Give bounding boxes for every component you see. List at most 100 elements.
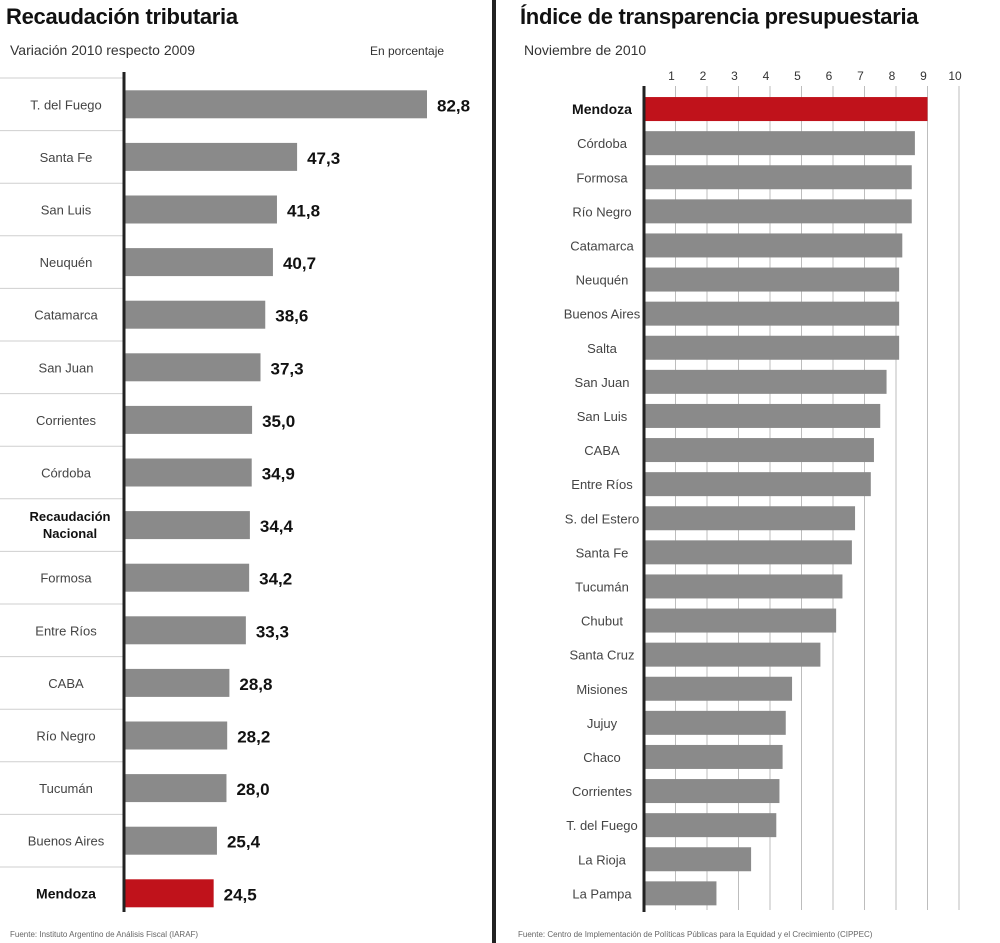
value-label-neuquen: 40,7 (283, 254, 316, 273)
bar-neuquen (644, 267, 900, 292)
bar-catamarca (644, 233, 903, 258)
bar-tucuman (644, 574, 843, 599)
value-label-formosa: 34,2 (259, 570, 292, 589)
category-label-formosa: Formosa (40, 571, 92, 586)
bar-cordoba (124, 458, 252, 487)
category-label-san-luis: San Luis (577, 409, 628, 424)
category-label-neuquen: Neuquén (576, 273, 629, 288)
bar-formosa (124, 563, 250, 592)
category-label-san-juan: San Juan (575, 375, 630, 390)
category-label-recaudacion-nacional: Recaudación Nacional (30, 509, 111, 541)
bar-t-del-fuego (124, 90, 427, 119)
value-label-caba: 28,8 (239, 675, 272, 694)
x-tick-label-10: 10 (948, 69, 962, 83)
right-chart-panel: Índice de transparencia presupuestaria N… (498, 0, 1000, 943)
category-label-entre-rios: Entre Ríos (571, 477, 633, 492)
bar-santa-cruz (644, 642, 821, 667)
left-chart-source: Fuente: Instituto Argentino de Análisis … (10, 930, 199, 939)
bar-t-del-fuego (644, 813, 777, 838)
x-tick-label-2: 2 (700, 69, 707, 83)
x-tick-label-3: 3 (731, 69, 738, 83)
bar-rio-negro (644, 199, 912, 224)
category-label-misiones: Misiones (576, 682, 628, 697)
value-label-cordoba: 34,9 (262, 465, 295, 484)
bar-santa-fe (644, 540, 852, 565)
bar-recaudacion-nacional (124, 511, 250, 540)
category-label-formosa: Formosa (576, 170, 628, 185)
bar-chaco (644, 744, 783, 769)
value-label-recaudacion-nacional: 34,4 (260, 517, 294, 536)
category-label-corrientes: Corrientes (36, 413, 96, 428)
category-label-rio-negro: Río Negro (36, 729, 95, 744)
x-tick-label-7: 7 (857, 69, 864, 83)
category-label-catamarca: Catamarca (570, 238, 634, 253)
category-label-s-del-estero: S. del Estero (565, 511, 639, 526)
category-label-santa-cruz: Santa Cruz (569, 648, 634, 663)
value-label-mendoza: 24,5 (224, 885, 257, 904)
category-label-mendoza: Mendoza (36, 885, 96, 901)
panel-divider (492, 0, 496, 943)
bar-san-juan (644, 369, 887, 394)
bar-s-del-estero (644, 506, 856, 531)
x-tick-label-5: 5 (794, 69, 801, 83)
category-label-la-rioja: La Rioja (578, 852, 626, 867)
bar-jujuy (644, 710, 786, 735)
value-label-san-juan: 37,3 (270, 359, 303, 378)
bar-salta (644, 335, 900, 360)
x-tick-label-9: 9 (920, 69, 927, 83)
category-label-caba: CABA (48, 676, 84, 691)
bar-santa-fe (124, 142, 298, 171)
category-label-chubut: Chubut (581, 614, 623, 629)
value-label-buenos-aires: 25,4 (227, 833, 261, 852)
category-label-entre-rios: Entre Ríos (35, 623, 97, 638)
x-tick-label-6: 6 (826, 69, 833, 83)
right-chart-source: Fuente: Centro de Implementación de Polí… (518, 930, 873, 939)
bar-buenos-aires (124, 826, 217, 855)
bar-san-luis (124, 195, 277, 224)
right-bar-chart: 1 2 3 4 5 6 7 8 9 10 Mendoza Córdoba Formosa Río Negr… (564, 69, 962, 912)
value-label-rio-negro: 28,2 (237, 728, 270, 747)
right-chart-subtitle: Noviembre de 2010 (524, 42, 647, 58)
value-label-entre-rios: 33,3 (256, 622, 289, 641)
category-label-jujuy: Jujuy (587, 716, 618, 731)
value-label-santa-fe: 47,3 (307, 149, 340, 168)
bar-catamarca (124, 300, 266, 329)
bar-entre-rios (644, 472, 871, 497)
bar-mendoza (644, 97, 928, 122)
category-label-neuquen: Neuquén (40, 255, 93, 270)
category-label-santa-fe: Santa Fe (40, 150, 93, 165)
left-chart-unit: En porcentaje (370, 44, 445, 58)
category-label-t-del-fuego: T. del Fuego (30, 97, 102, 112)
bar-caba (124, 668, 230, 697)
bar-corrientes (644, 779, 780, 804)
bar-san-luis (644, 403, 881, 428)
category-label-la-pampa: La Pampa (572, 886, 632, 901)
category-label-cordoba: Córdoba (577, 136, 628, 151)
category-label-tucuman: Tucumán (39, 781, 93, 796)
x-tick-label-8: 8 (889, 69, 896, 83)
bar-caba (644, 438, 874, 463)
category-label-santa-fe: Santa Fe (576, 545, 629, 560)
bar-rio-negro (124, 721, 228, 750)
category-label-san-juan: San Juan (39, 360, 94, 375)
category-label-buenos-aires: Buenos Aires (564, 307, 641, 322)
category-label-mendoza: Mendoza (572, 101, 632, 117)
value-label-san-luis: 41,8 (287, 202, 320, 221)
left-chart-subtitle: Variación 2010 respecto 2009 (10, 42, 195, 58)
category-label-buenos-aires: Buenos Aires (28, 834, 105, 849)
bar-la-pampa (644, 881, 717, 906)
category-label-tucuman: Tucumán (575, 579, 629, 594)
value-label-t-del-fuego: 82,8 (437, 96, 470, 115)
left-chart-panel: Recaudación tributaria Variación 2010 re… (0, 0, 490, 943)
bar-neuquen (124, 248, 273, 277)
category-label-caba: CABA (584, 443, 620, 458)
bar-tucuman (124, 774, 227, 803)
category-label-rio-negro: Río Negro (572, 204, 631, 219)
category-label-cordoba: Córdoba (41, 466, 92, 481)
bar-formosa (644, 165, 912, 190)
value-label-corrientes: 35,0 (262, 412, 295, 431)
x-tick-label-1: 1 (668, 69, 675, 83)
category-label-san-luis: San Luis (41, 203, 92, 218)
category-label-salta: Salta (587, 341, 617, 356)
category-label-corrientes: Corrientes (572, 784, 632, 799)
